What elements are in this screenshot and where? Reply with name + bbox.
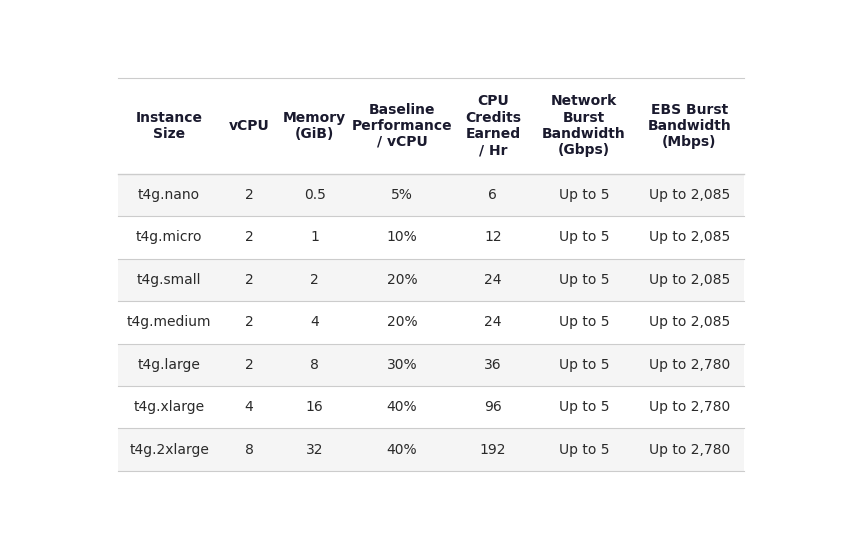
Text: 20%: 20% [387, 273, 417, 287]
Text: 2: 2 [310, 273, 319, 287]
Text: Up to 5: Up to 5 [558, 400, 609, 414]
Text: t4g.nano: t4g.nano [138, 188, 200, 202]
Text: Network
Burst
Bandwidth
(Gbps): Network Burst Bandwidth (Gbps) [542, 94, 626, 157]
Text: t4g.large: t4g.large [138, 358, 200, 372]
Text: Up to 2,780: Up to 2,780 [648, 443, 730, 457]
Text: 2: 2 [245, 230, 253, 244]
Text: Memory
(GiB): Memory (GiB) [283, 111, 346, 141]
Text: Up to 5: Up to 5 [558, 273, 609, 287]
Text: 0.5: 0.5 [304, 188, 325, 202]
Text: 2: 2 [245, 358, 253, 372]
Text: t4g.xlarge: t4g.xlarge [134, 400, 204, 414]
Text: 40%: 40% [387, 400, 417, 414]
Text: CPU
Credits
Earned
/ Hr: CPU Credits Earned / Hr [465, 94, 521, 157]
Bar [118, 78, 743, 174]
Bar [118, 174, 743, 216]
Bar [118, 258, 743, 301]
Text: Up to 2,085: Up to 2,085 [648, 230, 730, 244]
Text: 8: 8 [310, 358, 319, 372]
Text: Baseline
Performance
/ vCPU: Baseline Performance / vCPU [352, 103, 452, 149]
Text: Up to 2,085: Up to 2,085 [648, 315, 730, 329]
Text: Up to 5: Up to 5 [558, 315, 609, 329]
Text: 2: 2 [245, 315, 253, 329]
Text: Up to 2,085: Up to 2,085 [648, 188, 730, 202]
Bar [118, 301, 743, 344]
Text: t4g.micro: t4g.micro [136, 230, 203, 244]
Text: 32: 32 [306, 443, 323, 457]
Text: vCPU: vCPU [229, 119, 269, 133]
Text: 96: 96 [484, 400, 502, 414]
Bar [118, 386, 743, 428]
Text: 24: 24 [484, 273, 501, 287]
Bar [118, 428, 743, 471]
Text: 36: 36 [484, 358, 502, 372]
Text: 16: 16 [306, 400, 324, 414]
Text: 30%: 30% [387, 358, 417, 372]
Text: 2: 2 [245, 273, 253, 287]
Text: 4: 4 [310, 315, 319, 329]
Text: t4g.medium: t4g.medium [127, 315, 211, 329]
Text: 192: 192 [479, 443, 506, 457]
Text: Up to 2,085: Up to 2,085 [648, 273, 730, 287]
Text: 20%: 20% [387, 315, 417, 329]
Text: Instance
Size: Instance Size [135, 111, 203, 141]
Text: Up to 5: Up to 5 [558, 358, 609, 372]
Text: EBS Burst
Bandwidth
(Mbps): EBS Burst Bandwidth (Mbps) [648, 103, 731, 149]
Text: 4: 4 [245, 400, 253, 414]
Text: Up to 2,780: Up to 2,780 [648, 400, 730, 414]
Text: 5%: 5% [391, 188, 413, 202]
Text: Up to 5: Up to 5 [558, 188, 609, 202]
Text: 40%: 40% [387, 443, 417, 457]
Text: Up to 2,780: Up to 2,780 [648, 358, 730, 372]
Text: 24: 24 [484, 315, 501, 329]
Text: Up to 5: Up to 5 [558, 443, 609, 457]
Text: 1: 1 [310, 230, 319, 244]
Text: Up to 5: Up to 5 [558, 230, 609, 244]
Text: 10%: 10% [387, 230, 417, 244]
Text: 6: 6 [489, 188, 497, 202]
Bar [118, 216, 743, 258]
Bar [118, 344, 743, 386]
Text: 12: 12 [484, 230, 502, 244]
Text: 8: 8 [245, 443, 253, 457]
Text: t4g.2xlarge: t4g.2xlarge [130, 443, 209, 457]
Text: t4g.small: t4g.small [137, 273, 201, 287]
Text: 2: 2 [245, 188, 253, 202]
